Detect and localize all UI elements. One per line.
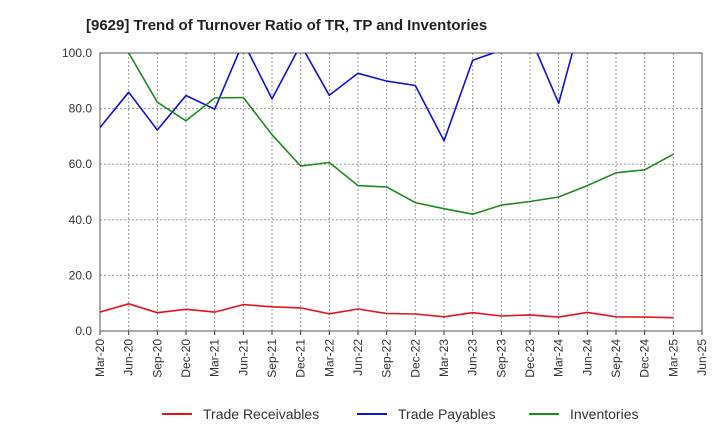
x-tick-labels: Mar-20 Jun-20 Sep-20 Dec-20 Mar-21 Jun-21 Sep-… <box>93 339 709 378</box>
y-tick-label: 100.0 <box>62 46 92 60</box>
x-tick-label: Sep-23 <box>494 339 508 378</box>
x-tick-label: Mar-22 <box>322 339 336 377</box>
x-tick-label: Dec-22 <box>408 339 422 378</box>
series-lines <box>100 53 674 319</box>
x-tick-label: Jun-23 <box>466 339 480 376</box>
x-tick-label: Sep-20 <box>150 339 164 378</box>
x-tick-label: Jun-22 <box>351 339 365 376</box>
series-line-1 <box>100 53 574 142</box>
x-tick-label: Mar-23 <box>437 339 451 377</box>
x-tick-label: Jun-25 <box>695 339 709 376</box>
y-tick-label: 0.0 <box>75 324 92 338</box>
y-tick-label: 80.0 <box>69 102 93 116</box>
legend-label: Trade Receivables <box>203 406 319 422</box>
plot-frame <box>99 52 703 332</box>
x-tick-label: Dec-20 <box>179 339 193 378</box>
x-tick-label: Mar-25 <box>666 339 680 377</box>
legend-label: Trade Payables <box>398 406 496 422</box>
series-line-0 <box>100 302 674 319</box>
x-tick-label: Sep-22 <box>380 339 394 378</box>
x-tick-label: Dec-21 <box>294 339 308 378</box>
y-tick-label: 40.0 <box>69 213 93 227</box>
grid-lines <box>100 52 702 331</box>
x-tick-label: Mar-24 <box>552 339 566 377</box>
x-tick-label: Mar-21 <box>208 339 222 377</box>
x-tick-label: Dec-23 <box>523 339 537 378</box>
x-tick-label: Sep-21 <box>265 339 279 378</box>
x-tick-label: Jun-24 <box>580 339 594 376</box>
chart-title: [9629] Trend of Turnover Ratio of TR, TP… <box>86 17 487 34</box>
legend-label: Inventories <box>570 406 638 422</box>
x-tick-label: Dec-24 <box>638 339 652 378</box>
y-tick-label: 20.0 <box>69 268 93 282</box>
x-tick-label: Jun-20 <box>122 339 136 376</box>
legend: Trade Receivables Trade Payables Inventori… <box>162 406 638 422</box>
x-tick-label: Mar-20 <box>93 339 107 377</box>
axes <box>99 52 703 335</box>
series-line-2 <box>127 53 674 215</box>
y-tick-labels: 0.0 20.0 40.0 60.0 80.0 100.0 <box>62 46 92 338</box>
y-tick-label: 60.0 <box>69 157 93 171</box>
x-tick-label: Jun-21 <box>236 339 250 376</box>
x-tick-label: Sep-24 <box>609 339 623 378</box>
